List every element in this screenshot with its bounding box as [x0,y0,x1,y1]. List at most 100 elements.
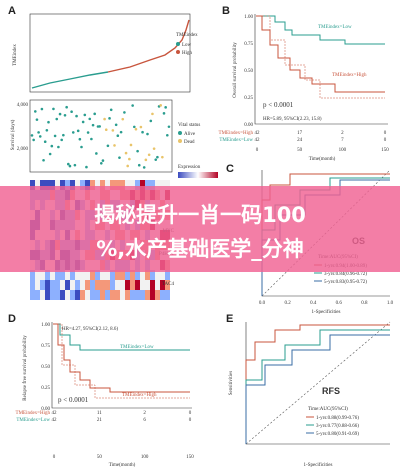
heat-cell [45,280,50,290]
curve-label: TMEindex=Low [318,25,352,30]
axes [254,14,388,125]
heat-cell [35,180,40,190]
point [126,164,129,168]
heat-cell [90,290,95,300]
heat-cell [65,290,70,300]
legend-text: 1-yrs:0.88(0.99-0.76) [316,416,359,421]
point [139,125,143,129]
point [95,152,98,155]
heat-cell [100,270,105,280]
ci [53,323,190,399]
point [30,134,34,137]
heat-cell [125,270,130,280]
point [38,135,42,138]
legend-dot [178,139,182,143]
point [108,117,111,120]
legend-text: 5-yrs:0.83(0.95-0.72) [324,280,367,285]
x-tick-label: 0.2 [284,301,291,306]
heat-cell [45,270,50,280]
axis-label: 1-Specificities [312,310,341,315]
point [53,134,57,138]
risk-name: TMEindex=Low [219,138,253,143]
heat-cell [130,280,135,290]
x-tick-label: 150 [186,455,194,460]
heat-cell [105,270,110,280]
point [34,110,37,113]
risk-value: 11 [97,411,102,416]
point [116,134,120,138]
heat-cell [35,270,40,280]
heat-cell [100,180,105,190]
curve-high [107,19,190,73]
point [35,118,39,121]
x-tick-label: 0.8 [361,301,368,306]
heat-cell [135,270,140,280]
diagonal [245,321,391,445]
point [60,138,63,142]
risk-value: 2 [143,411,146,416]
point [62,133,65,137]
legend-title: Time:AUC(95%CI) [308,407,348,412]
heat-cell [80,180,85,190]
risk-value: 42 [255,131,261,136]
risk-value: 2 [341,131,344,136]
curve-label: TMEindex=Low [120,345,154,350]
x-tick-label: 0 [53,455,56,460]
km-high [256,15,385,93]
point [146,132,149,136]
x-tick-label: 50 [97,455,103,460]
point [45,128,49,132]
heat-cell [75,290,80,300]
y-tick-label: 0.00 [244,123,253,128]
heat-cell [120,290,125,300]
point [159,104,162,107]
risk-value: 42 [52,418,58,423]
point [37,131,40,134]
heat-cell [80,270,85,280]
heat-cell [55,180,60,190]
legend-dot [176,42,180,46]
heat-cell [115,290,120,300]
legend-dot [178,131,182,135]
roc-3 [245,329,390,444]
heat-cell [50,270,55,280]
x-tick-label: 0.6 [336,301,343,306]
heat-cell [125,290,130,300]
axis-label: Relapse free survival probability [23,335,28,401]
point [52,107,55,111]
y-tick-label: 0.25 [244,96,253,101]
tick-label: 4,000 [17,103,29,108]
heat-cell [65,280,70,290]
banner [0,186,400,272]
point [70,110,73,114]
heat-cell [135,180,140,190]
y-tick-label: 0.25 [41,386,50,391]
legend-text: Alive [184,132,196,137]
heat-cell [160,280,165,290]
heat-cell [95,280,100,290]
point [83,113,87,117]
heat-cell [125,280,130,290]
heat-cell [165,270,170,280]
point [93,112,96,116]
point [88,117,92,121]
point [124,151,128,155]
km-low [256,15,385,45]
heat-cell [160,270,165,280]
legend-text: 3-yrs:0.77(0.88-0.66) [316,424,359,429]
point [50,144,54,148]
axis-label: Time(month) [309,157,336,162]
risk-value: 0 [384,138,387,143]
y-tick-label: 0.00 [41,407,50,412]
x-tick-label: 0.4 [310,301,317,306]
heat-cell [160,180,165,190]
heat-cell [100,290,105,300]
panel-label: D [8,313,16,325]
risk-value: 42 [255,138,261,143]
heat-cell [60,180,65,190]
point [73,163,77,167]
heat-cell [80,290,85,300]
scatter-points [30,104,171,169]
heat-cell [85,280,90,290]
point [166,133,169,137]
